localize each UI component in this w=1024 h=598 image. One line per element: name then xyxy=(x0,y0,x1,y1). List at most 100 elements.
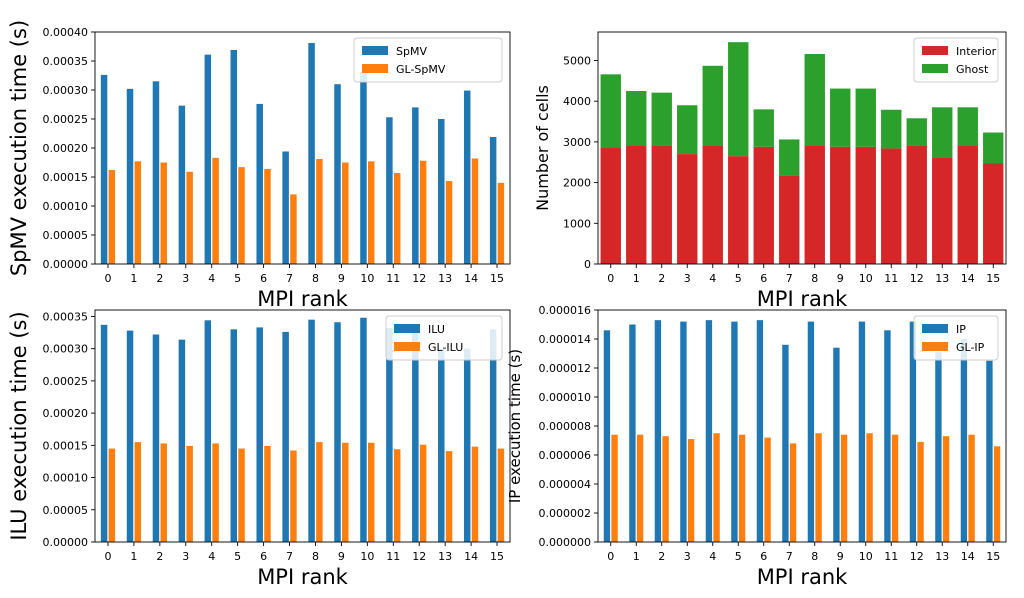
legend-swatch-interior xyxy=(922,46,948,55)
x-tick-label: 10 xyxy=(360,272,374,285)
y-tick-label: 0.00035 xyxy=(43,55,89,68)
y-tick-label: 0.00010 xyxy=(43,472,89,485)
x-tick-label: 8 xyxy=(312,272,319,285)
bar-gl-spmv-rank-4 xyxy=(212,157,219,264)
legend-label-interior: Interior xyxy=(956,45,997,58)
y-tick-label: 0.00030 xyxy=(43,84,89,97)
bar-ilu-rank-4 xyxy=(204,320,212,542)
x-tick-label: 13 xyxy=(438,550,452,563)
bar-interior-rank-11 xyxy=(881,148,902,264)
bar-ilu-rank-3 xyxy=(178,339,186,542)
bar-ip-rank-8 xyxy=(807,321,815,542)
x-tick-label: 14 xyxy=(464,272,478,285)
y-tick-label: 4000 xyxy=(563,95,591,108)
x-tick-label: 13 xyxy=(935,550,949,563)
x-tick-label: 9 xyxy=(837,550,844,563)
bar-ghost-rank-3 xyxy=(677,105,698,155)
bar-ghost-rank-0 xyxy=(600,74,621,148)
bar-ilu-rank-0 xyxy=(100,324,108,542)
bar-spmv-rank-8 xyxy=(308,43,315,264)
bar-spmv-rank-11 xyxy=(386,117,393,264)
bar-gl-spmv-rank-2 xyxy=(160,162,167,264)
bar-gl-spmv-rank-0 xyxy=(108,170,116,264)
bar-gl-ip-rank-1 xyxy=(636,434,644,542)
bar-gl-ip-rank-9 xyxy=(840,434,848,542)
legend-label-ip: IP xyxy=(956,323,966,336)
bar-ghost-rank-7 xyxy=(779,139,800,176)
bar-gl-ilu-rank-0 xyxy=(108,448,116,542)
bar-interior-rank-15 xyxy=(983,163,1004,264)
bar-ilu-rank-5 xyxy=(230,329,238,542)
bar-ip-rank-14 xyxy=(960,339,968,542)
bar-spmv-rank-15 xyxy=(489,136,497,264)
bar-gl-ip-rank-6 xyxy=(764,437,771,542)
bar-gl-ip-rank-10 xyxy=(866,433,873,542)
legend-label-gl-ilu: GL-ILU xyxy=(428,341,463,354)
y-tick-label: 0.000008 xyxy=(539,420,592,433)
bar-gl-ilu-rank-3 xyxy=(186,445,193,542)
y-tick-label: 0.000014 xyxy=(539,333,592,346)
bar-spmv-rank-6 xyxy=(256,103,263,264)
y-axis-label: Number of cells xyxy=(533,85,552,211)
bar-gl-ip-rank-5 xyxy=(738,434,746,542)
x-tick-label: 7 xyxy=(286,272,293,285)
y-axis-label: SpMV execution time (s) xyxy=(7,20,31,276)
bar-gl-ilu-rank-10 xyxy=(367,442,375,542)
bar-ip-rank-9 xyxy=(833,347,840,542)
bar-interior-rank-14 xyxy=(957,145,978,264)
bar-interior-rank-8 xyxy=(804,145,825,264)
y-tick-label: 0.00020 xyxy=(43,407,89,420)
bar-ilu-rank-14 xyxy=(463,348,471,542)
bar-spmv-rank-2 xyxy=(152,81,160,264)
x-tick-label: 13 xyxy=(935,272,949,285)
y-axis-label: ILU execution time (s) xyxy=(7,311,31,540)
bar-ip-rank-6 xyxy=(756,320,764,542)
x-tick-label: 9 xyxy=(837,272,844,285)
bar-ip-rank-1 xyxy=(629,324,636,542)
bar-interior-rank-10 xyxy=(855,146,876,264)
x-axis-label: MPI rank xyxy=(257,287,348,311)
x-tick-label: 7 xyxy=(786,272,793,285)
x-tick-label: 12 xyxy=(910,550,924,563)
legend: Interior Ghost xyxy=(913,37,999,83)
bar-gl-spmv-rank-6 xyxy=(264,168,271,264)
bar-gl-spmv-rank-13 xyxy=(445,181,453,264)
x-tick-label: 0 xyxy=(607,272,614,285)
x-tick-label: 15 xyxy=(490,550,504,563)
y-tick-label: 1000 xyxy=(563,217,591,230)
bar-gl-spmv-rank-1 xyxy=(134,161,142,264)
bar-ilu-rank-8 xyxy=(308,319,315,542)
bar-ilu-rank-13 xyxy=(438,348,445,542)
bar-ghost-rank-8 xyxy=(804,53,825,146)
bar-interior-rank-9 xyxy=(830,146,851,264)
x-axis-label: MPI rank xyxy=(257,565,348,589)
bar-ip-rank-13 xyxy=(935,352,942,542)
bar-ghost-rank-10 xyxy=(855,88,876,147)
x-tick-label: 5 xyxy=(234,550,241,563)
bar-interior-rank-4 xyxy=(702,145,723,264)
bar-gl-ilu-rank-5 xyxy=(238,448,245,542)
bar-ilu-rank-9 xyxy=(334,322,341,542)
bar-gl-ip-rank-4 xyxy=(713,433,720,542)
x-tick-label: 6 xyxy=(760,550,767,563)
y-tick-label: 0.00035 xyxy=(43,310,89,323)
x-tick-label: 14 xyxy=(961,272,975,285)
x-tick-label: 4 xyxy=(709,550,716,563)
legend-label-spmv: SpMV xyxy=(396,45,427,58)
bar-gl-ilu-rank-2 xyxy=(160,443,167,542)
y-tick-label: 0.00025 xyxy=(43,375,89,388)
legend-box xyxy=(353,37,503,83)
x-axis-label: MPI rank xyxy=(757,565,848,589)
bar-ip-rank-10 xyxy=(858,321,866,542)
y-tick-label: 0.00000 xyxy=(43,258,89,271)
y-tick-label: 0.000012 xyxy=(539,362,592,375)
x-tick-label: 3 xyxy=(182,272,189,285)
legend-swatch-ghost xyxy=(922,64,948,73)
bar-spmv-rank-7 xyxy=(282,151,289,264)
bar-gl-spmv-rank-10 xyxy=(367,161,375,264)
bar-gl-ilu-rank-14 xyxy=(471,446,479,542)
x-tick-label: 9 xyxy=(338,272,345,285)
x-tick-label: 12 xyxy=(412,550,426,563)
bar-interior-rank-7 xyxy=(779,175,800,264)
x-tick-label: 8 xyxy=(312,550,319,563)
